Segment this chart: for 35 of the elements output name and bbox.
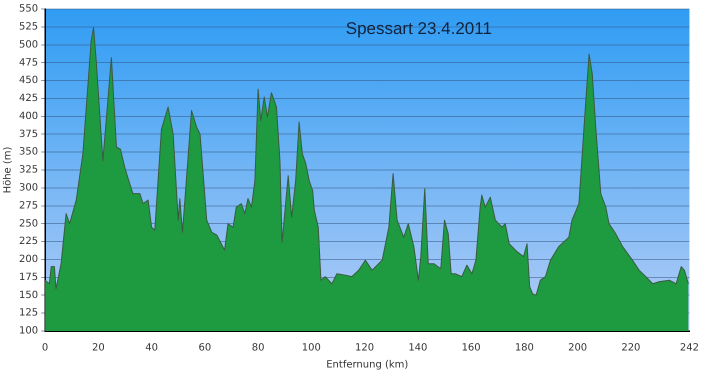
y-tick-label: 225 xyxy=(18,236,38,248)
x-tick-label: 20 xyxy=(92,342,105,354)
y-tick-label: 100 xyxy=(18,326,38,337)
y-tick-label: 300 xyxy=(18,182,38,194)
text: Spessart 23.4.2011 xyxy=(346,19,492,38)
y-tick-label: 550 xyxy=(18,4,38,15)
x-tick-label: 40 xyxy=(145,342,158,354)
y-tick-label: 350 xyxy=(18,146,38,158)
y-tick-label: 250 xyxy=(18,218,38,230)
x-tick-label: 220 xyxy=(621,342,640,354)
x-tick-label: 80 xyxy=(252,342,264,354)
x-tick-label: 160 xyxy=(462,342,481,354)
y-tick-label: 150 xyxy=(18,290,38,301)
y-tick-label: 275 xyxy=(18,200,38,212)
x-tick-label: 200 xyxy=(568,342,588,354)
x-tick-label: 100 xyxy=(302,342,321,354)
y-tick-label: 525 xyxy=(18,21,38,32)
y-tick-label: 500 xyxy=(18,39,38,50)
y-tick-label: 425 xyxy=(18,93,38,104)
y-tick-label: 375 xyxy=(18,128,38,140)
x-tick-label: 242 xyxy=(680,342,700,354)
y-tick-label: 400 xyxy=(18,110,38,122)
y-tick-label: 125 xyxy=(18,308,38,319)
x-tick-label: 180 xyxy=(514,342,534,354)
y-tick-label: 450 xyxy=(18,75,38,86)
y-tick-label: 325 xyxy=(18,164,38,176)
x-tick-label: 140 xyxy=(408,342,428,354)
x-tick-label: 120 xyxy=(355,342,374,354)
y-axis-title: Höhe (m) xyxy=(2,146,14,194)
y-tick-label: 475 xyxy=(18,57,38,68)
x-tick-label: 60 xyxy=(198,342,212,354)
x-axis-title: Entfernung (km) xyxy=(326,360,408,371)
y-tick-label: 175 xyxy=(18,272,38,283)
x-tick-label: 0 xyxy=(42,342,48,354)
y-tick-label: 200 xyxy=(18,254,38,266)
